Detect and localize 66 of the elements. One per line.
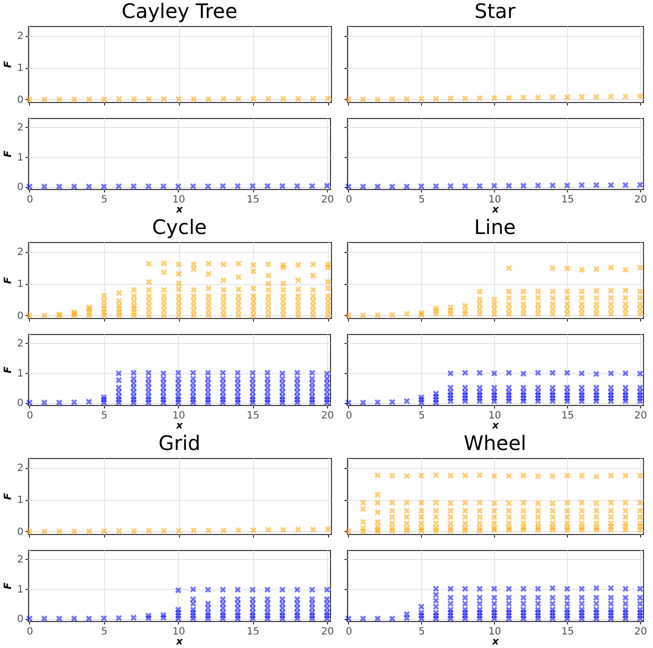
y-tick-label: 2	[17, 31, 24, 42]
chart-title: Wheel	[464, 431, 526, 455]
x-tick-label: 0	[346, 626, 352, 638]
y-tick-label: 2	[17, 554, 24, 566]
y-tick-label: 1	[17, 63, 24, 74]
x-tick-label: 20	[321, 410, 334, 422]
y-tick-label: 2	[17, 463, 24, 474]
y-axis-title: F	[3, 276, 14, 284]
x-axis-title: x	[491, 420, 500, 432]
x-tick-label: 20	[634, 626, 647, 638]
x-tick-label: 20	[634, 410, 647, 422]
chart-title: Cycle	[152, 215, 207, 239]
y-tick-label: 1	[17, 495, 24, 506]
x-tick-label: 15	[561, 194, 574, 206]
y-tick-label: 1	[17, 279, 24, 290]
y-tick-label: 1	[17, 368, 24, 380]
y-axis-title: F	[3, 492, 14, 500]
x-axis-title: x	[175, 636, 184, 648]
x-tick-label: 10	[488, 626, 502, 638]
y-tick-label: 0	[17, 310, 24, 322]
x-axis-title: x	[491, 204, 500, 216]
x-tick-label: 10	[172, 626, 186, 638]
x-tick-label: 10	[488, 410, 502, 422]
chart-title: Line	[474, 215, 516, 239]
x-axis-title: x	[175, 204, 184, 216]
y-tick-label: 0	[17, 526, 24, 538]
y-tick-label: 2	[17, 122, 24, 134]
x-tick-label: 0	[26, 626, 34, 638]
x-tick-label: 15	[561, 626, 574, 638]
chart-title: Cayley Tree	[122, 0, 238, 23]
x-tick-label: 10	[172, 410, 186, 422]
y-tick-label: 1	[17, 584, 24, 596]
x-axis-title: x	[175, 420, 184, 432]
x-tick-label: 10	[488, 194, 502, 206]
x-tick-label: 5	[418, 626, 426, 638]
y-tick-label: 0	[17, 614, 24, 626]
y-axis-title: F	[3, 366, 14, 374]
y-tick-label: 0	[17, 94, 24, 106]
x-tick-label: 20	[321, 194, 334, 206]
chart-title: Star	[474, 0, 516, 23]
y-tick-label: 1	[17, 152, 24, 164]
y-axis-title: F	[3, 60, 14, 68]
x-tick-label: 0	[346, 194, 352, 206]
x-axis-title: x	[491, 636, 500, 648]
x-tick-label: 10	[172, 194, 186, 206]
x-tick-label: 5	[101, 410, 108, 422]
x-tick-label: 15	[246, 194, 260, 206]
x-tick-label: 20	[634, 194, 647, 206]
x-tick-label: 5	[418, 410, 426, 422]
y-tick-label: 0	[17, 182, 24, 194]
x-tick-label: 0	[26, 410, 34, 422]
y-axis-title: F	[3, 582, 14, 590]
x-tick-label: 0	[346, 410, 352, 422]
y-axis-title: F	[3, 150, 14, 158]
x-tick-label: 0	[26, 194, 34, 206]
chart-title: Grid	[158, 431, 200, 455]
x-tick-label: 20	[321, 626, 334, 638]
x-tick-label: 5	[101, 194, 108, 206]
y-tick-label: 2	[17, 247, 24, 258]
y-tick-label: 0	[17, 398, 24, 410]
x-tick-label: 15	[561, 410, 574, 422]
x-tick-label: 5	[418, 194, 426, 206]
x-tick-label: 5	[101, 626, 108, 638]
x-tick-label: 15	[246, 410, 260, 422]
y-tick-label: 2	[17, 338, 24, 350]
x-tick-label: 15	[246, 626, 260, 638]
